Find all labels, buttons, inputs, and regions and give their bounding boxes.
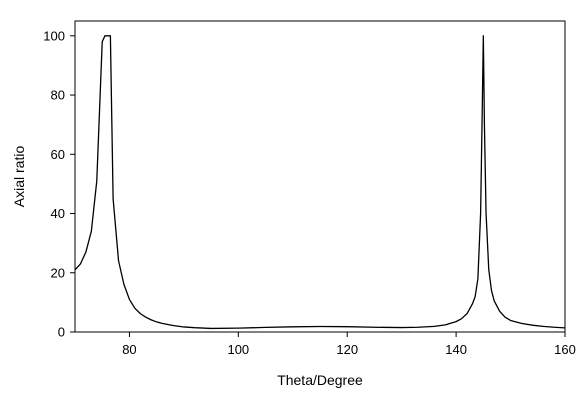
plot-area [74,35,566,330]
x-axis-title: Theta/Degree [277,372,363,388]
y-tick-label: 80 [51,88,65,103]
y-tick-label: 0 [58,325,65,340]
series-line-0 [74,35,566,330]
x-tick-label: 160 [554,342,576,357]
x-tick-label: 100 [227,342,249,357]
x-tick-label: 80 [122,342,136,357]
y-axis-title: Axial ratio [11,146,27,208]
axes: 80 100 120 140 160 0 20 40 60 80 100 [43,20,576,357]
y-tick-label: 100 [43,28,65,43]
y-tick-label: 60 [51,147,65,162]
y-tick-label: 40 [51,206,65,221]
plot-frame [74,20,566,333]
x-tick-label: 120 [336,342,358,357]
x-tick-label: 140 [445,342,467,357]
y-tick-label: 20 [51,265,65,280]
